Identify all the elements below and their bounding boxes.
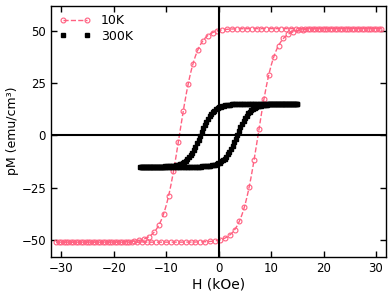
10K bbox=[54, 240, 58, 244]
300K bbox=[295, 102, 299, 106]
10K bbox=[289, 27, 293, 30]
Y-axis label: pM (emu/cm³): pM (emu/cm³) bbox=[5, 87, 18, 176]
300K bbox=[281, 102, 286, 106]
300K bbox=[287, 102, 292, 106]
10K bbox=[93, 240, 98, 244]
10K bbox=[290, 27, 295, 30]
Line: 10K: 10K bbox=[54, 26, 384, 245]
300K bbox=[144, 165, 149, 168]
300K bbox=[180, 161, 184, 165]
10K bbox=[379, 27, 383, 30]
300K bbox=[167, 165, 172, 168]
300K bbox=[147, 165, 152, 168]
10K bbox=[183, 100, 187, 103]
10K bbox=[258, 27, 263, 30]
X-axis label: H (kOe): H (kOe) bbox=[192, 277, 245, 291]
300K bbox=[138, 165, 142, 169]
Legend: 10K, 300K: 10K, 300K bbox=[57, 12, 136, 45]
Line: 300K: 300K bbox=[138, 102, 300, 169]
10K bbox=[160, 216, 164, 220]
